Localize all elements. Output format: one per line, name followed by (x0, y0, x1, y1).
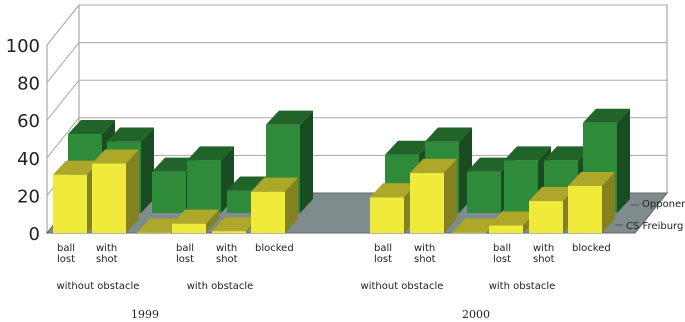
gridline (46, 117, 667, 159)
category-label: lost (176, 254, 194, 265)
opponent-bar-front (467, 171, 501, 213)
gridline (46, 42, 667, 83)
cs-freiburg-bar-top (172, 209, 219, 224)
cs-freiburg-bar-front (370, 197, 404, 233)
cs-freiburg-bar-side (206, 209, 219, 233)
category-label: ball (493, 243, 511, 254)
opponent-bar-front (187, 160, 221, 213)
cs-freiburg-bar-side (285, 177, 298, 233)
group-label: without obstacle (361, 281, 444, 292)
cs-freiburg-bar-front (92, 163, 126, 233)
y-tick-label: 80 (17, 74, 40, 95)
cs-freiburg-bar-front (489, 225, 523, 233)
opponent-bar-side (141, 127, 154, 213)
legend-label: CS Freiburg (626, 221, 683, 232)
opponent-bar-side (617, 108, 630, 213)
floor-edge (634, 192, 668, 234)
category-label: with (414, 243, 435, 254)
cs-freiburg-bar-front (568, 186, 602, 233)
y-tick-label: 60 (17, 111, 40, 132)
cs-freiburg-bar (370, 183, 417, 233)
opponent-bar-top (385, 140, 432, 155)
category-label: with (533, 243, 554, 254)
group-label: with obstacle (187, 281, 254, 292)
category-label: shot (216, 254, 238, 265)
opponent-bar-front (152, 171, 186, 213)
opponent-bar (583, 108, 630, 213)
cs-freiburg-bar-top (452, 218, 499, 233)
opponent-bar (266, 110, 313, 213)
cs-freiburg-bar-top (212, 217, 259, 232)
opponent-bar-top (544, 146, 591, 161)
cs-freiburg-bar-top (489, 211, 536, 226)
category-label: shot (533, 254, 555, 265)
cs-freiburg-bar-side (444, 158, 457, 233)
cs-freiburg-bar (410, 158, 457, 233)
cs-freiburg-bar-top (529, 187, 576, 202)
cs-freiburg-bar-top (568, 172, 615, 186)
opponent-bar-top (68, 120, 115, 135)
opponent-bar-top (583, 108, 630, 123)
cs-freiburg-bar-top (251, 177, 298, 192)
opponent-bar-top (266, 110, 313, 125)
opponent-bar-top (107, 127, 154, 142)
cs-freiburg-bar-front (251, 191, 285, 233)
opponent-bar-top (425, 127, 472, 142)
category-label: ball (57, 243, 75, 254)
opponent-bar-top (467, 157, 514, 172)
category-label: blocked (572, 243, 611, 254)
opponent-bar-side (300, 110, 313, 213)
gridline (46, 4, 667, 46)
cs-freiburg-bar (92, 149, 139, 233)
year-label: 1999 (131, 308, 159, 321)
category-label: shot (96, 254, 118, 265)
cs-freiburg-bar-front (529, 201, 563, 233)
cs-freiburg-bar-top (410, 158, 457, 173)
category-label: with (216, 243, 237, 254)
cs-freiburg-bar-front (172, 223, 206, 233)
cs-freiburg-bar-front (410, 172, 444, 233)
opponent-bar-top (504, 146, 551, 161)
cs-freiburg-bar (172, 209, 219, 233)
y-tick-label: 100 (6, 36, 40, 57)
category-label: ball (176, 243, 194, 254)
cs-freiburg-bar (251, 177, 298, 233)
category-label: shot (414, 254, 436, 265)
category-label: lost (493, 254, 511, 265)
category-label: with (96, 243, 117, 254)
cs-freiburg-bar-top (92, 149, 139, 164)
category-label: ball (374, 243, 392, 254)
category-label: lost (57, 254, 75, 265)
cs-freiburg-bar-side (126, 149, 139, 233)
y-tick-label: 40 (17, 149, 40, 170)
cs-freiburg-bar-side (602, 172, 615, 233)
group-label: without obstacle (57, 281, 140, 292)
opponent-bar (187, 146, 234, 213)
y-tick-label: 20 (17, 186, 40, 207)
category-label: blocked (255, 243, 294, 254)
category-label: lost (374, 254, 392, 265)
y-tick-label: 0 (29, 224, 40, 245)
opponent-bar-top (187, 146, 234, 161)
group-label: with obstacle (489, 281, 556, 292)
legend-label: Opponent (642, 199, 685, 210)
cs-freiburg-bar-front (212, 231, 246, 233)
cs-freiburg-bar-front (53, 174, 87, 233)
cs-freiburg-bar-top (370, 183, 417, 198)
cs-freiburg-bar (568, 172, 615, 233)
year-label: 2000 (462, 308, 490, 321)
gridline (46, 79, 667, 121)
cs-freiburg-bar-top (53, 160, 100, 175)
